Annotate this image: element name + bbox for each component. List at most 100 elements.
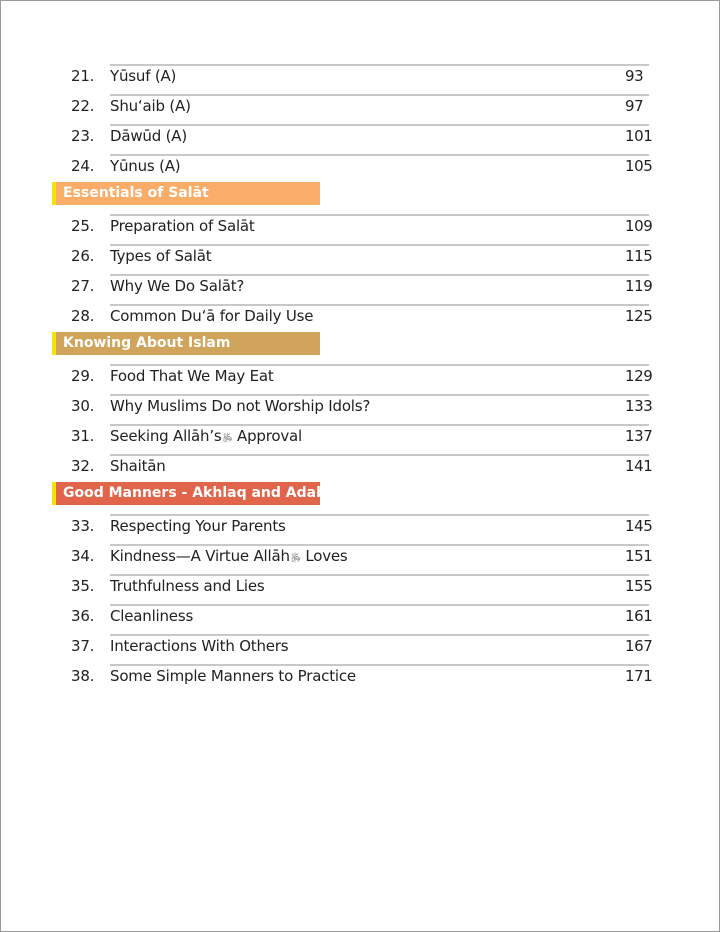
entry-page-number: 155 xyxy=(625,577,653,595)
entry-title-text: Respecting Your Parents xyxy=(110,517,286,535)
entry-title[interactable]: Kindness—A Virtue Allāh﷿ Loves xyxy=(110,545,348,568)
entry-rule xyxy=(110,454,649,456)
toc-entry[interactable]: 24. Yūnus (A) 105 xyxy=(0,152,720,182)
entry-rule xyxy=(110,574,649,576)
section-heading: Essentials of Salāt xyxy=(0,182,720,212)
toc-entry[interactable]: 38. Some Simple Manners to Practice 171 xyxy=(0,662,720,692)
entry-title[interactable]: Why We Do Salāt? xyxy=(110,275,244,297)
entry-page-number: 105 xyxy=(625,157,653,175)
entry-number: 27. xyxy=(71,277,95,295)
toc-entry[interactable]: 27. Why We Do Salāt? 119 xyxy=(0,272,720,302)
entry-title[interactable]: Respecting Your Parents xyxy=(110,515,286,537)
entry-title[interactable]: Shaitān xyxy=(110,455,166,477)
entry-title-text: Yūsuf (A) xyxy=(110,67,177,85)
entry-rule xyxy=(110,124,649,126)
entry-title[interactable]: Interactions With Others xyxy=(110,635,289,657)
toc-entry[interactable]: 37. Interactions With Others 167 xyxy=(0,632,720,662)
toc-entry[interactable]: 32. Shaitān 141 xyxy=(0,452,720,482)
section-heading-stripe xyxy=(52,332,56,355)
entry-title-text: Types of Salāt xyxy=(110,247,212,265)
toc-entry[interactable]: 34. Kindness—A Virtue Allāh﷿ Loves 151 xyxy=(0,542,720,572)
entry-number: 28. xyxy=(71,307,95,325)
entry-number: 34. xyxy=(71,547,95,565)
entry-title-text: Dāwūd (A) xyxy=(110,127,187,145)
entry-page-number: 151 xyxy=(625,547,653,565)
toc-entry[interactable]: 25. Preparation of Salāt 109 xyxy=(0,212,720,242)
table-of-contents: 21. Yūsuf (A) 93 22. Shuʻaib (A) 97 23. Dāwūd (… xyxy=(0,62,720,692)
entry-rule xyxy=(110,394,649,396)
entry-title[interactable]: Why Muslims Do not Worship Idols? xyxy=(110,395,370,417)
section-heading: Knowing About Islam xyxy=(0,332,720,362)
entry-page-number: 167 xyxy=(625,637,653,655)
swt-calligraphy-icon: ﷿ xyxy=(290,551,301,562)
entry-rule xyxy=(110,154,649,156)
entry-title-text: Truthfulness and Lies xyxy=(110,577,265,595)
toc-entry[interactable]: 30. Why Muslims Do not Worship Idols? 133 xyxy=(0,392,720,422)
entry-rule xyxy=(110,304,649,306)
entry-title[interactable]: Some Simple Manners to Practice xyxy=(110,665,356,687)
entry-rule xyxy=(110,214,649,216)
entry-title[interactable]: Food That We May Eat xyxy=(110,365,274,387)
entry-page-number: 125 xyxy=(625,307,653,325)
entry-page-number: 101 xyxy=(625,127,653,145)
toc-entry[interactable]: 21. Yūsuf (A) 93 xyxy=(0,62,720,92)
entry-title-text: Why Muslims Do not Worship Idols? xyxy=(110,397,371,415)
entry-title-text: Interactions With Others xyxy=(110,637,289,655)
entry-title-text: Yūnus (A) xyxy=(110,157,181,175)
entry-title[interactable]: Common Duʻā for Daily Use xyxy=(110,305,313,327)
toc-entry[interactable]: 31. Seeking Allāh’s﷿ Approval 137 xyxy=(0,422,720,452)
toc-entry[interactable]: 26. Types of Salāt 115 xyxy=(0,242,720,272)
entry-number: 26. xyxy=(71,247,95,265)
entry-rule xyxy=(110,634,649,636)
section-heading: Good Manners - Akhlaq and Adab xyxy=(0,482,720,512)
entry-title-text: Seeking Allāh’s xyxy=(110,427,222,445)
entry-title-text: Why We Do Salāt? xyxy=(110,277,245,295)
toc-entry[interactable]: 28. Common Duʻā for Daily Use 125 xyxy=(0,302,720,332)
entry-title-suffix: Approval xyxy=(232,427,303,445)
toc-entry[interactable]: 23. Dāwūd (A) 101 xyxy=(0,122,720,152)
entry-title-text: Shaitān xyxy=(110,457,166,475)
entry-number: 30. xyxy=(71,397,95,415)
entry-title[interactable]: Types of Salāt xyxy=(110,245,212,267)
toc-entry[interactable]: 33. Respecting Your Parents 145 xyxy=(0,512,720,542)
swt-calligraphy-icon: ﷿ xyxy=(222,431,233,442)
entry-rule xyxy=(110,244,649,246)
section-heading-bar xyxy=(52,482,320,505)
entry-title[interactable]: Shuʻaib (A) xyxy=(110,95,191,117)
entry-number: 37. xyxy=(71,637,95,655)
entry-title[interactable]: Yūnus (A) xyxy=(110,155,181,177)
entry-page-number: 115 xyxy=(625,247,653,265)
entry-number: 35. xyxy=(71,577,95,595)
entry-page-number: 93 xyxy=(625,67,644,85)
entry-page-number: 119 xyxy=(625,277,653,295)
section-heading-bar xyxy=(52,182,320,205)
entry-rule xyxy=(110,94,649,96)
toc-entry[interactable]: 29. Food That We May Eat 129 xyxy=(0,362,720,392)
entry-rule xyxy=(110,364,649,366)
entry-number: 25. xyxy=(71,217,95,235)
entry-page-number: 133 xyxy=(625,397,653,415)
section-heading-stripe xyxy=(52,482,56,505)
entry-title-text: Cleanliness xyxy=(110,607,194,625)
entry-number: 23. xyxy=(71,127,95,145)
toc-entry[interactable]: 36. Cleanliness 161 xyxy=(0,602,720,632)
entry-title[interactable]: Dāwūd (A) xyxy=(110,125,187,147)
entry-page-number: 171 xyxy=(625,667,653,685)
entry-title[interactable]: Cleanliness xyxy=(110,605,193,627)
entry-number: 32. xyxy=(71,457,95,475)
entry-title[interactable]: Yūsuf (A) xyxy=(110,65,176,87)
entry-title[interactable]: Preparation of Salāt xyxy=(110,215,255,237)
toc-entry[interactable]: 22. Shuʻaib (A) 97 xyxy=(0,92,720,122)
entry-rule xyxy=(110,424,649,426)
entry-title[interactable]: Seeking Allāh’s﷿ Approval xyxy=(110,425,302,448)
entry-title[interactable]: Truthfulness and Lies xyxy=(110,575,265,597)
section-heading-stripe xyxy=(52,182,56,205)
entry-number: 22. xyxy=(71,97,95,115)
toc-entry[interactable]: 35. Truthfulness and Lies 155 xyxy=(0,572,720,602)
entry-rule xyxy=(110,544,649,546)
entry-page-number: 145 xyxy=(625,517,653,535)
entry-page-number: 161 xyxy=(625,607,653,625)
entry-number: 38. xyxy=(71,667,95,685)
entry-title-text: Preparation of Salāt xyxy=(110,217,255,235)
entry-page-number: 97 xyxy=(625,97,644,115)
